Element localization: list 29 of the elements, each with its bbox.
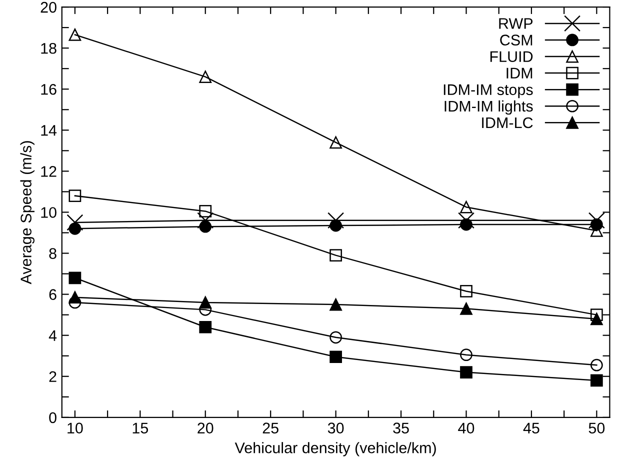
x-tick-label: 50 [588, 422, 605, 434]
y-tick-label: 4 [48, 330, 57, 341]
y-tick-label: 18 [41, 42, 56, 54]
y-tick-label: 20 [40, 2, 56, 13]
y-tick-label: 16 [41, 84, 56, 95]
x-tick-label: 30 [328, 422, 344, 434]
x-tick-label: 25 [262, 422, 278, 434]
x-tick-label: 15 [132, 422, 148, 434]
legend-label: FLUID [490, 51, 533, 62]
y-tick-label: 12 [41, 166, 56, 177]
x-tick-label: 10 [68, 422, 83, 434]
x-axis-title: Vehicular density (vehicle/km) [234, 442, 436, 456]
y-tick-label: 0 [49, 412, 56, 424]
y-tick-label: 8 [49, 248, 56, 259]
legend-label: RWP [499, 18, 533, 29]
y-tick-label: 14 [41, 125, 57, 136]
y-axis-title: Average Speed (m/s) [20, 141, 34, 284]
legend-label: IDM-LC [482, 117, 533, 128]
x-tick-label: 35 [393, 422, 409, 434]
legend-label: IDM-IM lights [444, 100, 533, 115]
legend-label: CSM [500, 34, 532, 46]
y-tick-label: 6 [49, 289, 56, 300]
x-tick-label: 45 [523, 422, 540, 434]
x-tick-label: 40 [458, 422, 474, 434]
y-tick-label: 10 [41, 207, 56, 218]
y-tick-label: 2 [49, 371, 56, 382]
legend-label: IDM-IM stops [444, 84, 533, 98]
x-tick-label: 20 [198, 422, 214, 434]
legend-label: IDM [506, 68, 532, 78]
